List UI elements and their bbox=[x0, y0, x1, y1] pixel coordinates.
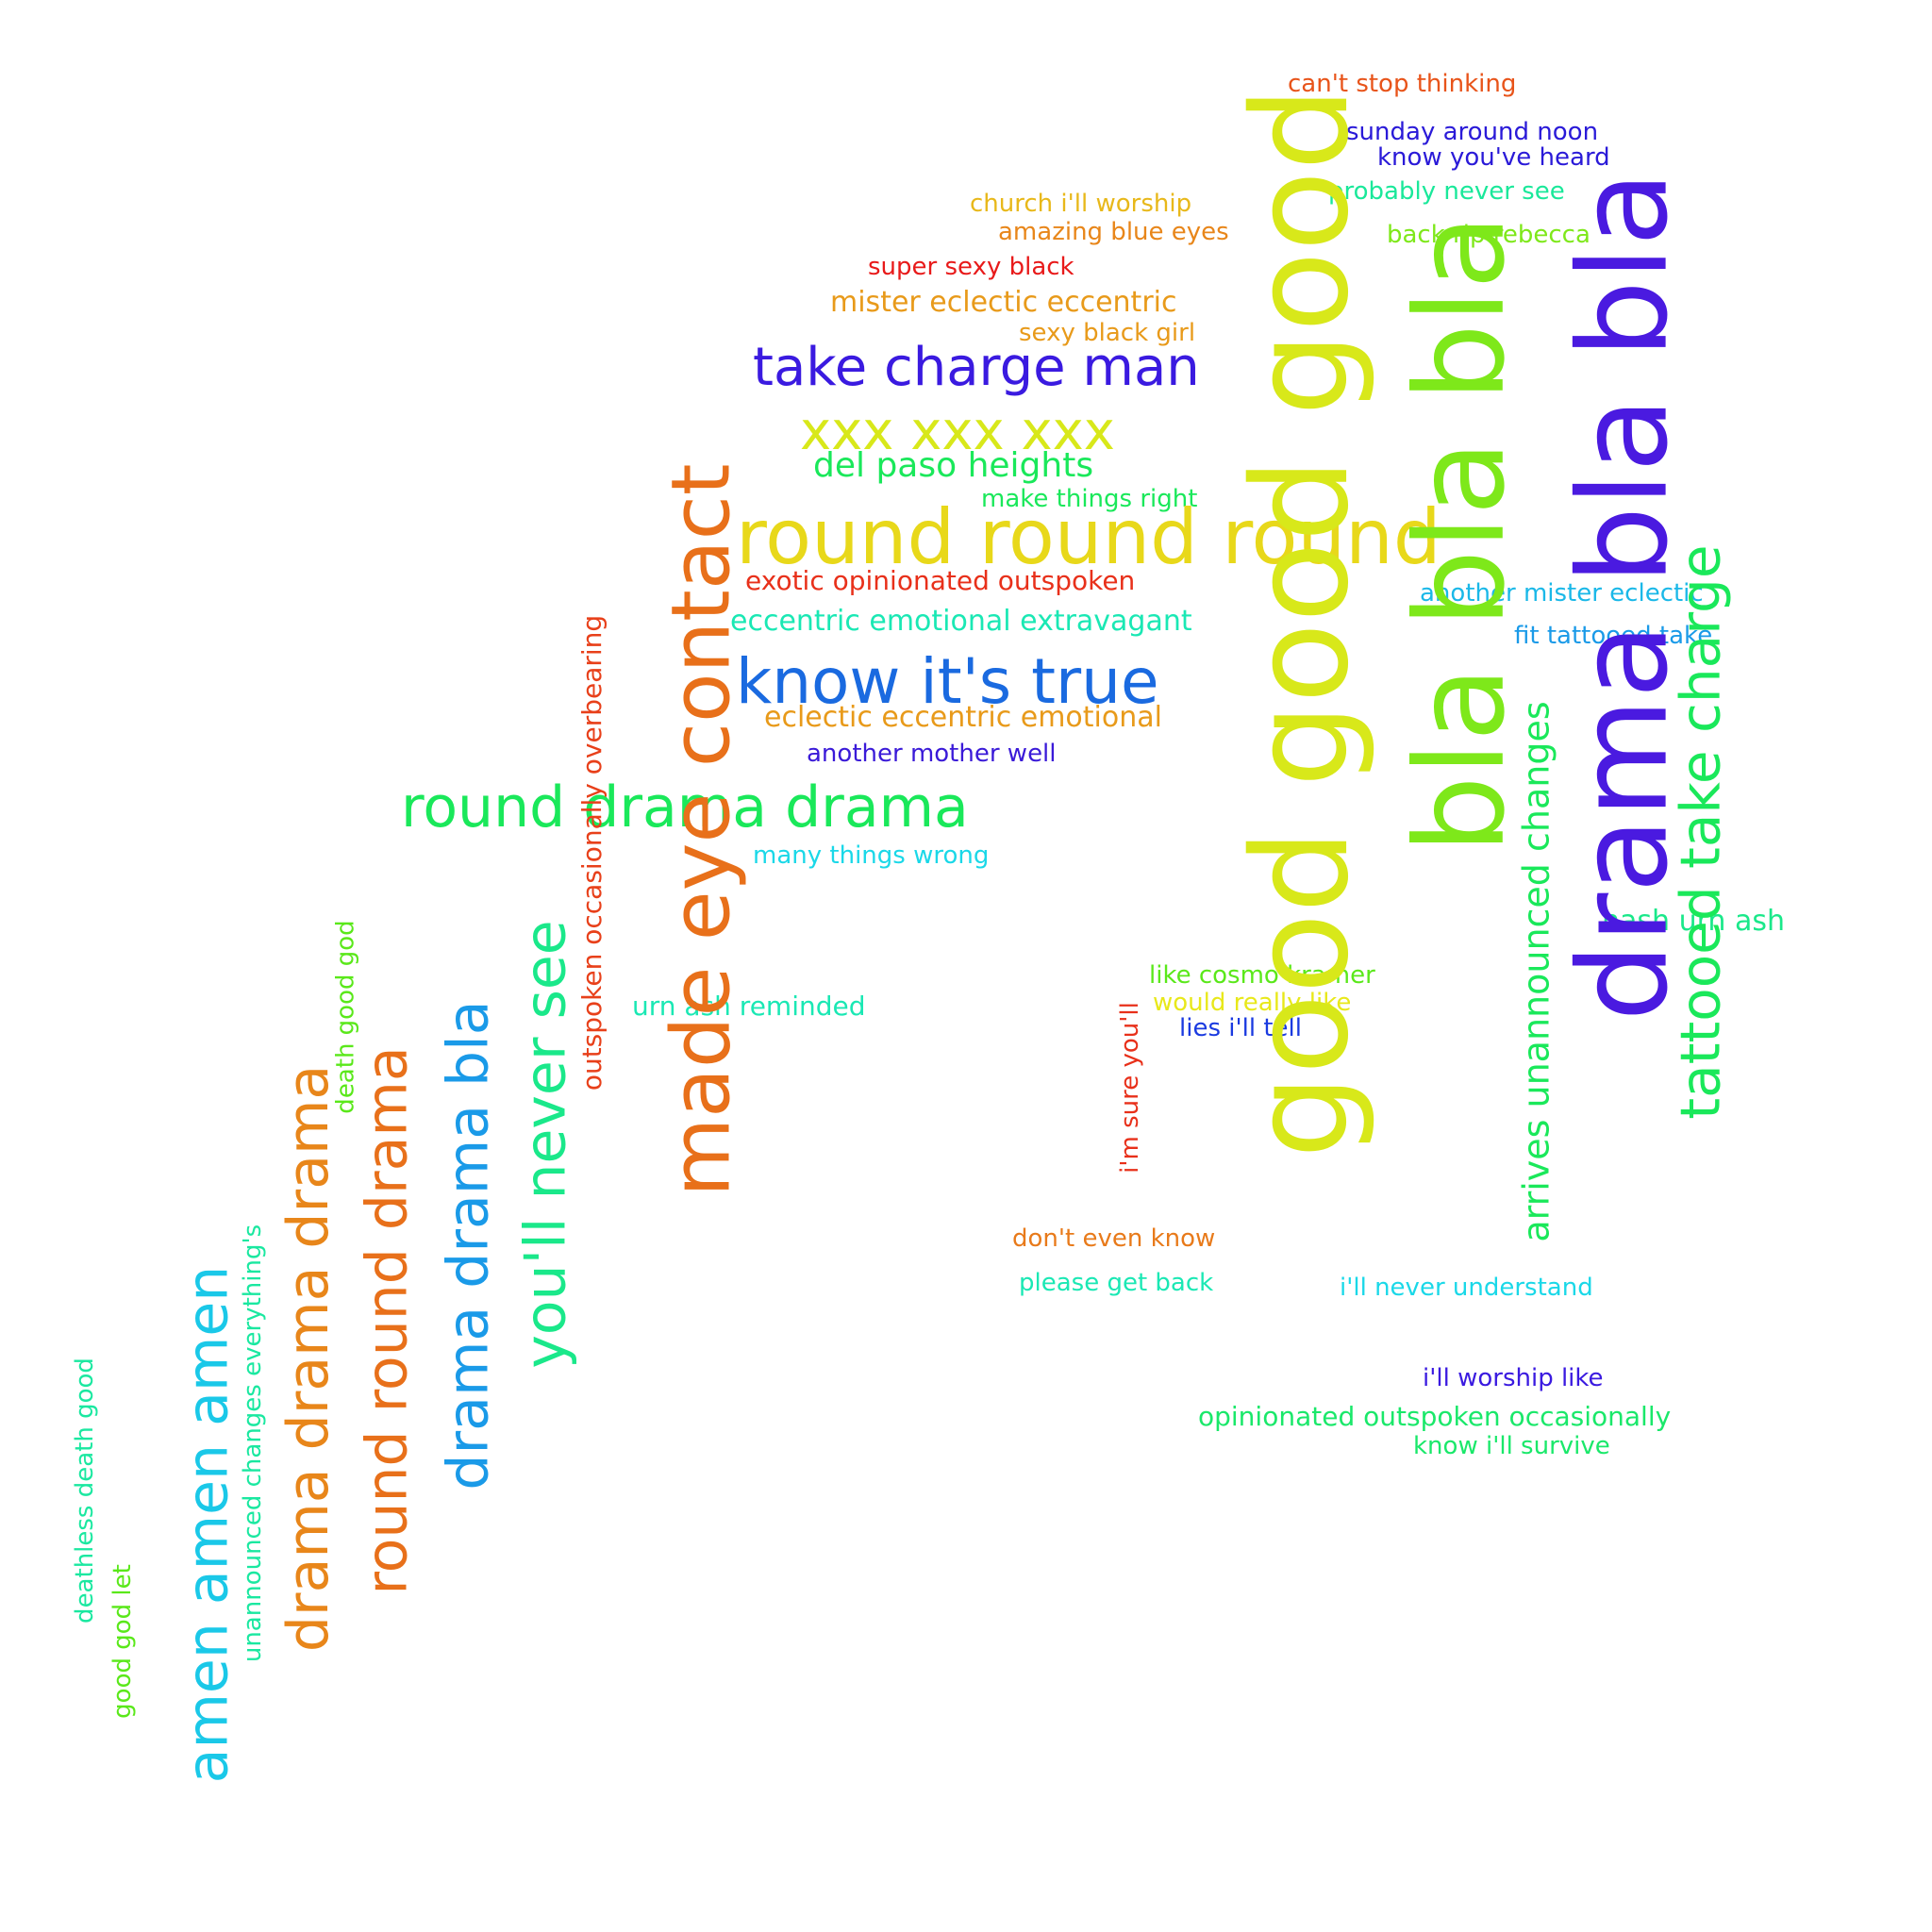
word: many things wrong bbox=[753, 841, 990, 870]
word: xxx xxx xxx bbox=[800, 401, 1115, 462]
word: you'll never see bbox=[512, 920, 579, 1369]
word: drama drama bla bbox=[435, 1000, 502, 1491]
word: good god let bbox=[108, 1564, 137, 1719]
word: back rip rebecca bbox=[1387, 221, 1591, 249]
word: probably never see bbox=[1328, 177, 1565, 206]
word: round round drama bbox=[354, 1046, 421, 1595]
word: church i'll worship bbox=[970, 190, 1192, 218]
word: would really like bbox=[1153, 989, 1352, 1017]
word: arrives unannounced changes bbox=[1515, 701, 1557, 1242]
word: fit tattooed take bbox=[1514, 622, 1713, 650]
word: like cosmo kramer bbox=[1149, 961, 1375, 990]
word: made eye contact bbox=[654, 463, 749, 1197]
word: can't stop thinking bbox=[1288, 70, 1517, 98]
word: drama drama drama bbox=[275, 1064, 342, 1653]
word: drama bla bla bbox=[1551, 171, 1695, 1022]
word: i'll worship like bbox=[1423, 1364, 1604, 1392]
word: i'll never understand bbox=[1340, 1274, 1593, 1302]
word: know i'll survive bbox=[1413, 1432, 1610, 1460]
word: tattooed take charge bbox=[1668, 544, 1733, 1120]
word: lies i'll tell bbox=[1179, 1014, 1302, 1042]
word: mister eclectic eccentric bbox=[830, 286, 1177, 319]
word: del paso heights bbox=[813, 446, 1094, 485]
word: make things right bbox=[981, 485, 1198, 513]
word: super sexy black bbox=[868, 253, 1074, 281]
word: good good good bbox=[1224, 86, 1379, 1159]
word: amazing blue eyes bbox=[998, 218, 1229, 246]
word: unannounced changes everything's bbox=[239, 1224, 268, 1663]
word: know you've heard bbox=[1377, 143, 1610, 172]
word: round round round bbox=[736, 493, 1441, 581]
word: deathless death good bbox=[70, 1357, 99, 1624]
word: bla bla bla bbox=[1388, 214, 1532, 854]
word: exotic opinionated outspoken bbox=[745, 565, 1136, 596]
word: eclectic eccentric emotional bbox=[764, 701, 1162, 734]
word: eccentric emotional extravagant bbox=[730, 605, 1192, 638]
word: take charge man bbox=[753, 337, 1200, 398]
word: amen amen amen bbox=[174, 1265, 241, 1784]
word: another mother well bbox=[807, 740, 1057, 768]
word: opinionated outspoken occasionally bbox=[1198, 1401, 1672, 1432]
word: know it's true bbox=[736, 645, 1159, 718]
word: i'm sure you'll bbox=[1115, 1002, 1144, 1174]
word: round drama drama bbox=[401, 774, 969, 841]
word: sexy black girl bbox=[1019, 319, 1196, 347]
word: don't even know bbox=[1012, 1224, 1216, 1253]
word: hash urn ash bbox=[1602, 905, 1785, 938]
word: sunday around noon bbox=[1346, 118, 1599, 146]
word: urn ash reminded bbox=[632, 991, 866, 1022]
word: please get back bbox=[1019, 1269, 1214, 1297]
word: outspoken occasionally overbearing bbox=[576, 614, 608, 1091]
word: another mister eclectic bbox=[1420, 579, 1704, 608]
